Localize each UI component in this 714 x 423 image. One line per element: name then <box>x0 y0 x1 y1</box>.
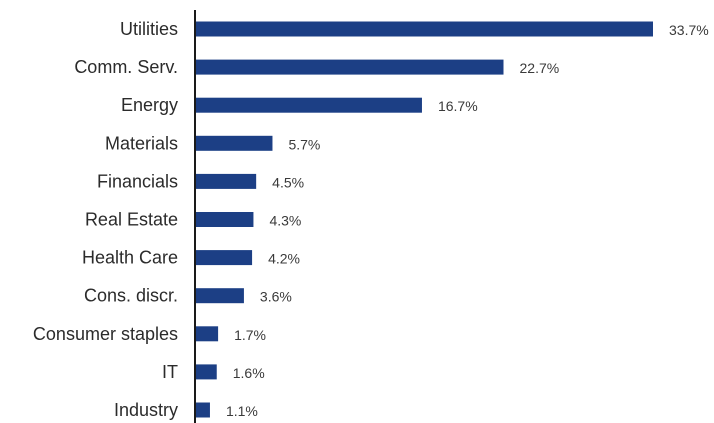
bar-utilities <box>195 21 653 37</box>
bar-industry <box>195 402 210 418</box>
value-label-industry: 1.1% <box>226 403 258 419</box>
category-label-utilities: Utilities <box>120 19 178 39</box>
bar-energy <box>195 97 422 113</box>
bar-health-care <box>195 250 253 266</box>
bar-comm-serv <box>195 59 504 75</box>
value-label-utilities: 33.7% <box>669 22 709 38</box>
category-label-materials: Materials <box>105 133 178 153</box>
bars-layer <box>195 21 653 418</box>
bar-consumer-staples <box>195 326 219 342</box>
category-label-real-estate: Real Estate <box>85 210 178 230</box>
value-label-health-care: 4.2% <box>268 251 300 267</box>
value-label-financials: 4.5% <box>272 174 304 190</box>
bar-financials <box>195 173 257 189</box>
value-label-it: 1.6% <box>233 365 265 381</box>
category-label-consumer-staples: Consumer staples <box>33 324 178 344</box>
value-label-real-estate: 4.3% <box>269 213 301 229</box>
category-label-industry: Industry <box>114 400 178 420</box>
labels-layer: Utilities 33.7% Comm. Serv. 22.7% Energy 16.7… <box>33 19 709 420</box>
value-label-consumer-staples: 1.7% <box>234 327 266 343</box>
bar-real-estate <box>195 212 254 227</box>
category-label-comm-serv: Comm. Serv. <box>74 57 178 77</box>
category-label-financials: Financials <box>97 171 178 191</box>
value-label-materials: 5.7% <box>288 136 320 152</box>
value-label-cons-discr: 3.6% <box>260 289 292 305</box>
category-label-energy: Energy <box>121 95 178 115</box>
category-label-health-care: Health Care <box>82 248 178 268</box>
bar-materials <box>195 135 273 151</box>
value-label-comm-serv: 22.7% <box>520 60 560 76</box>
category-label-it: IT <box>162 362 178 382</box>
category-label-cons-discr: Cons. discr. <box>84 286 178 306</box>
value-label-energy: 16.7% <box>438 98 478 114</box>
bar-it <box>195 364 217 380</box>
bar-cons-discr <box>195 288 244 304</box>
